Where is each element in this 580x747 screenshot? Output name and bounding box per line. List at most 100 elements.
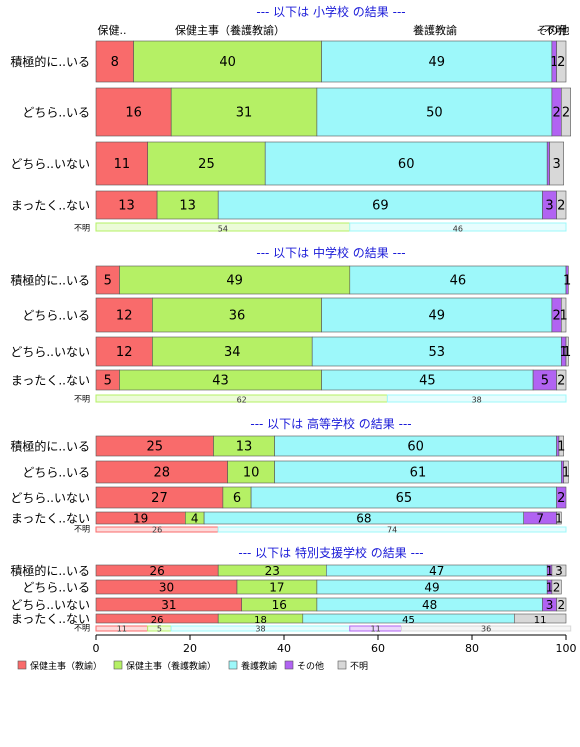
data-label: 7 (536, 512, 544, 526)
unknown-row-label: 不明 (74, 624, 90, 633)
data-label: 2 (552, 106, 560, 121)
data-label: 69 (372, 199, 389, 214)
data-label: 25 (198, 157, 215, 172)
unknown-bar-fill (171, 626, 350, 631)
data-label: 1 (555, 512, 563, 526)
column-header-2: 養護教諭 (413, 23, 457, 37)
bar-segment (147, 141, 266, 186)
data-label: 46 (450, 274, 467, 289)
row-label: どちら..いる (22, 581, 90, 595)
data-label: 16 (125, 106, 142, 121)
data-label: 43 (212, 374, 229, 389)
row-label: 積極的に..いる (10, 273, 90, 288)
data-label: 49 (428, 55, 445, 70)
data-label: 1 (563, 274, 571, 289)
data-label: 49 (428, 309, 445, 324)
data-label: 47 (429, 564, 444, 578)
unknown-bar-segment (386, 394, 567, 403)
data-label: 31 (161, 598, 176, 612)
data-label: 5 (104, 274, 112, 289)
legend-swatch (337, 660, 347, 670)
unknown-data-label: 36 (481, 625, 491, 634)
data-label: 19 (133, 512, 148, 526)
data-label: 26 (151, 615, 164, 626)
data-label: 2 (552, 309, 560, 324)
unknown-bar-fill (387, 395, 566, 402)
bar-segment (95, 297, 153, 333)
unknown-row-label: 不明 (74, 224, 90, 233)
bar-segment (95, 141, 149, 186)
bar-segment (556, 190, 567, 220)
data-label: 18 (254, 615, 267, 626)
row-label: 積極的に..いる (10, 54, 90, 69)
unknown-row-label: 不明 (74, 395, 90, 404)
data-label: 2 (557, 374, 565, 389)
bar-segment (546, 141, 550, 186)
bar-segment (170, 87, 318, 137)
data-label: 1 (550, 55, 558, 70)
data-label: 13 (118, 199, 135, 214)
bar-segment (565, 336, 569, 367)
x-axis-tick-label: 20 (183, 642, 197, 655)
column-header-0: 保健.. (98, 23, 127, 37)
row-label: 積極的に..いる (10, 439, 90, 454)
data-label: 60 (398, 157, 415, 172)
unknown-data-label: 74 (387, 526, 397, 535)
unknown-data-label: 38 (255, 625, 265, 634)
section-title-3: --- 以下は 特別支援学校 の結果 --- (238, 545, 423, 560)
bar-segment (217, 190, 543, 220)
bar-segment (152, 297, 322, 333)
bar-segment (556, 486, 567, 509)
bar-segment (95, 190, 158, 220)
unknown-bar-segment (217, 526, 567, 533)
data-label: 13 (179, 199, 196, 214)
data-label: 50 (426, 106, 443, 121)
bar-segment (556, 597, 567, 612)
data-label: 30 (159, 581, 174, 595)
data-label: 49 (424, 581, 439, 595)
legend-label: 保健主事（教諭） (30, 660, 102, 672)
data-label: 60 (407, 440, 424, 455)
data-label: 48 (422, 598, 437, 612)
bar-segment (513, 613, 567, 624)
unknown-data-label: 46 (453, 225, 463, 234)
bar-segment (551, 579, 562, 595)
bar-segment (119, 265, 351, 295)
unknown-data-label: 54 (218, 225, 228, 234)
data-label: 36 (229, 309, 246, 324)
bar-segment (558, 435, 564, 457)
data-label: 5 (541, 374, 549, 389)
bar-segment (556, 40, 567, 83)
x-axis-tick-label: 60 (371, 642, 385, 655)
data-label: 5 (104, 374, 112, 389)
x-axis-tick-label: 0 (93, 642, 100, 655)
data-label: 26 (149, 564, 164, 578)
data-label: 11 (534, 615, 547, 626)
data-label: 12 (116, 345, 133, 360)
x-axis-tick-label: 40 (277, 642, 291, 655)
row-label: どちら..いない (10, 598, 90, 612)
data-label: 10 (243, 466, 260, 481)
legend-label: 保健主事（養護教諭） (126, 660, 216, 672)
bar-segment (565, 265, 569, 295)
data-label: 31 (236, 106, 253, 121)
data-label: 2 (557, 55, 565, 70)
data-label: 1 (563, 345, 571, 360)
data-label: 1 (560, 309, 568, 324)
section-title-0: --- 以下は 小学校 の結果 --- (256, 4, 405, 19)
data-label: 23 (265, 564, 280, 578)
data-label: 8 (111, 55, 119, 70)
unknown-data-label: 5 (157, 625, 162, 634)
row-label: どちら..いる (22, 466, 90, 480)
data-label: 28 (154, 466, 171, 481)
data-label: 3 (552, 157, 560, 172)
data-label: 1 (546, 581, 554, 595)
legend-label: その他 (297, 660, 324, 672)
bar-segment (560, 297, 567, 333)
data-label: 1 (560, 345, 568, 360)
row-label: まったく..ない (11, 374, 90, 388)
unknown-data-label: 11 (117, 625, 127, 634)
data-label: 68 (356, 512, 371, 526)
bar-segment (156, 190, 219, 220)
unknown-bar-segment (349, 222, 567, 232)
